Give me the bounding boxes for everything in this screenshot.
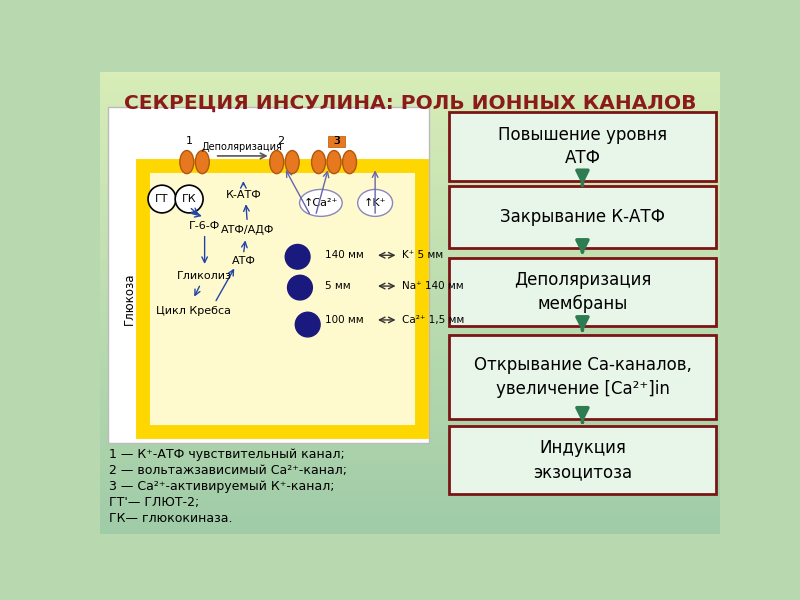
Circle shape [175,185,203,213]
Ellipse shape [195,151,210,173]
Text: ГК— глюкокиназа.: ГК— глюкокиназа. [110,512,233,526]
Ellipse shape [180,151,194,173]
Text: Гликолиз: Гликолиз [177,271,232,281]
Ellipse shape [270,151,284,173]
Text: 5 мм: 5 мм [325,281,350,291]
Text: Деполяризация: Деполяризация [202,142,282,152]
Text: 140 мм: 140 мм [325,250,363,260]
FancyBboxPatch shape [449,112,716,181]
Text: ГТ: ГТ [155,194,169,204]
Text: Повышение уровня
АТФ: Повышение уровня АТФ [498,126,667,167]
Text: 3: 3 [333,136,340,146]
Text: 1: 1 [186,136,193,146]
Text: ↑Ca²⁺: ↑Ca²⁺ [304,198,338,208]
Text: ГК: ГК [182,194,197,204]
Ellipse shape [299,190,342,217]
Text: 1 — К⁺-АТФ чувствительный канал;: 1 — К⁺-АТФ чувствительный канал; [110,448,345,461]
Text: Ca²⁺ 1,5 мм: Ca²⁺ 1,5 мм [402,315,465,325]
FancyBboxPatch shape [449,259,716,326]
FancyBboxPatch shape [449,426,716,494]
Text: Г-6-Ф: Г-6-Ф [189,221,220,231]
Circle shape [295,312,320,337]
FancyBboxPatch shape [449,335,716,419]
Text: Открывание Са-каналов,
увеличение [Ca²⁺]in: Открывание Са-каналов, увеличение [Ca²⁺]… [474,356,691,398]
Text: 3 — Ca²⁺-активируемый К⁺-канал;: 3 — Ca²⁺-активируемый К⁺-канал; [110,480,335,493]
Text: К-АТФ: К-АТФ [226,190,262,200]
Text: Индукция
экзоцитоза: Индукция экзоцитоза [533,439,632,481]
FancyBboxPatch shape [328,136,345,146]
Ellipse shape [327,151,341,173]
FancyBboxPatch shape [108,107,430,443]
Text: Глюкоза: Глюкоза [123,273,136,325]
Text: 100 мм: 100 мм [325,315,363,325]
Text: СЕКРЕЦИЯ ИНСУЛИНА: РОЛЬ ИОННЫХ КАНАЛОВ: СЕКРЕЦИЯ ИНСУЛИНА: РОЛЬ ИОННЫХ КАНАЛОВ [124,94,696,113]
Text: K⁺ 5 мм: K⁺ 5 мм [402,250,443,260]
Text: ГТ'— ГЛЮТ-2;: ГТ'— ГЛЮТ-2; [110,496,199,509]
Text: Закрывание К-АТФ: Закрывание К-АТФ [500,208,665,226]
Circle shape [148,185,176,213]
Text: Деполяризация
мембраны: Деполяризация мембраны [514,271,651,313]
Text: 2: 2 [277,136,284,146]
FancyBboxPatch shape [142,166,422,433]
Text: АТФ/АДФ: АТФ/АДФ [221,225,274,235]
Ellipse shape [311,151,326,173]
Ellipse shape [342,151,357,173]
Ellipse shape [286,151,299,173]
Text: 3: 3 [334,136,339,146]
FancyBboxPatch shape [449,186,716,248]
Circle shape [286,244,310,269]
Ellipse shape [358,190,393,217]
Text: 2 — вольтажзависимый Ca²⁺-канал;: 2 — вольтажзависимый Ca²⁺-канал; [110,464,347,477]
Text: Цикл Кребса: Цикл Кребса [155,305,230,316]
Text: АТФ: АТФ [231,256,255,266]
Text: Na⁺ 140 мм: Na⁺ 140 мм [402,281,464,291]
Circle shape [287,275,312,300]
Text: ↑K⁺: ↑K⁺ [364,198,386,208]
